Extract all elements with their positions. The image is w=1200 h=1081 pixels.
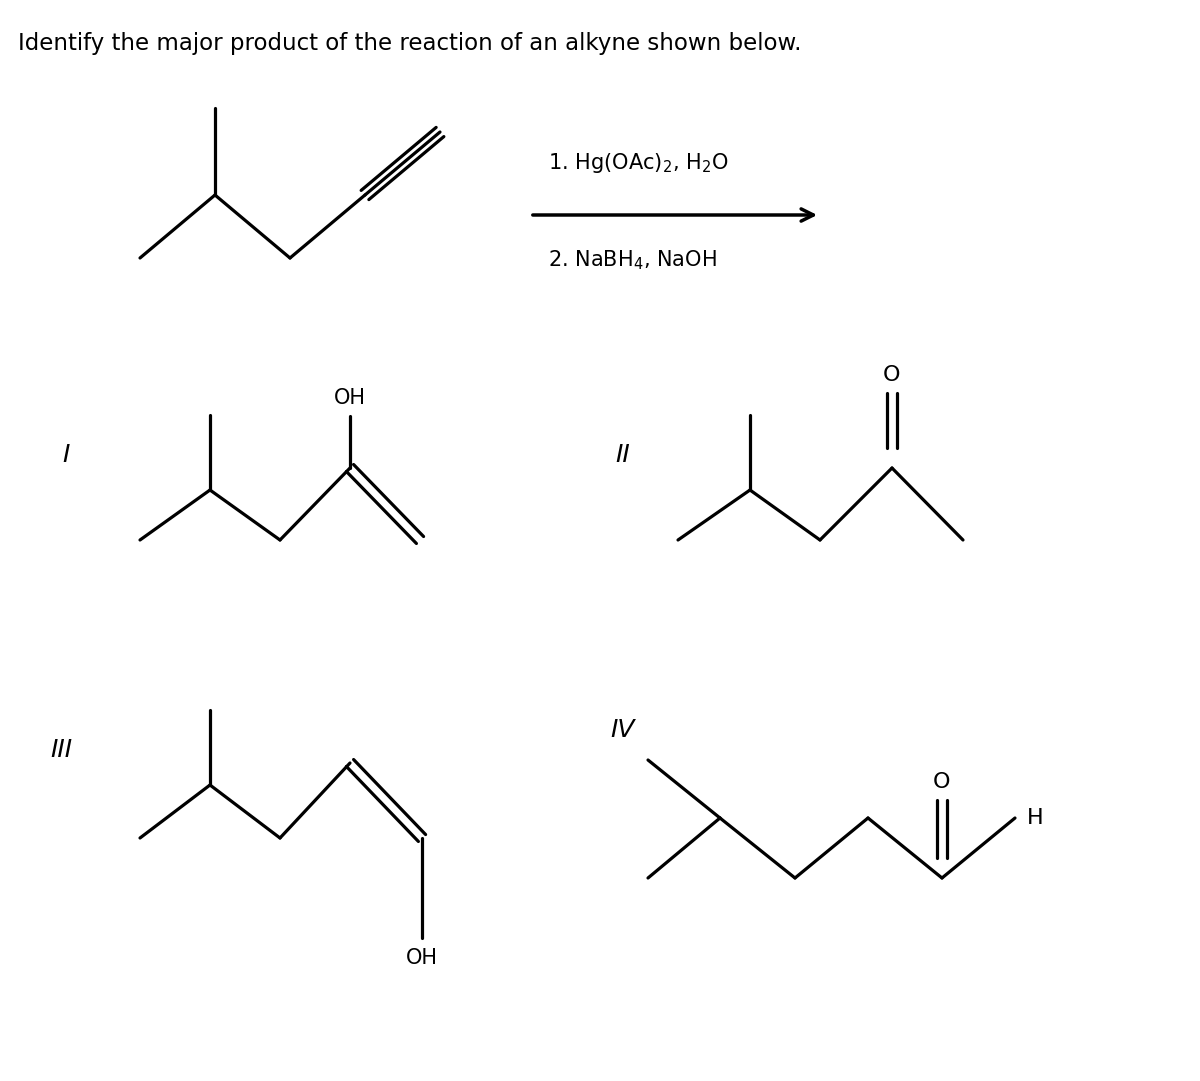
Text: II: II xyxy=(616,443,630,467)
Text: IV: IV xyxy=(610,718,635,742)
Text: H: H xyxy=(1027,808,1044,828)
Text: 1. Hg(OAc)$_2$, H$_2$O: 1. Hg(OAc)$_2$, H$_2$O xyxy=(548,151,728,175)
Text: I: I xyxy=(62,443,70,467)
Text: OH: OH xyxy=(334,388,366,408)
Text: III: III xyxy=(50,738,72,762)
Text: O: O xyxy=(934,772,950,792)
Text: Identify the major product of the reaction of an alkyne shown below.: Identify the major product of the reacti… xyxy=(18,32,802,55)
Text: 2. NaBH$_4$, NaOH: 2. NaBH$_4$, NaOH xyxy=(548,248,716,271)
Text: O: O xyxy=(883,365,901,385)
Text: OH: OH xyxy=(406,948,438,967)
